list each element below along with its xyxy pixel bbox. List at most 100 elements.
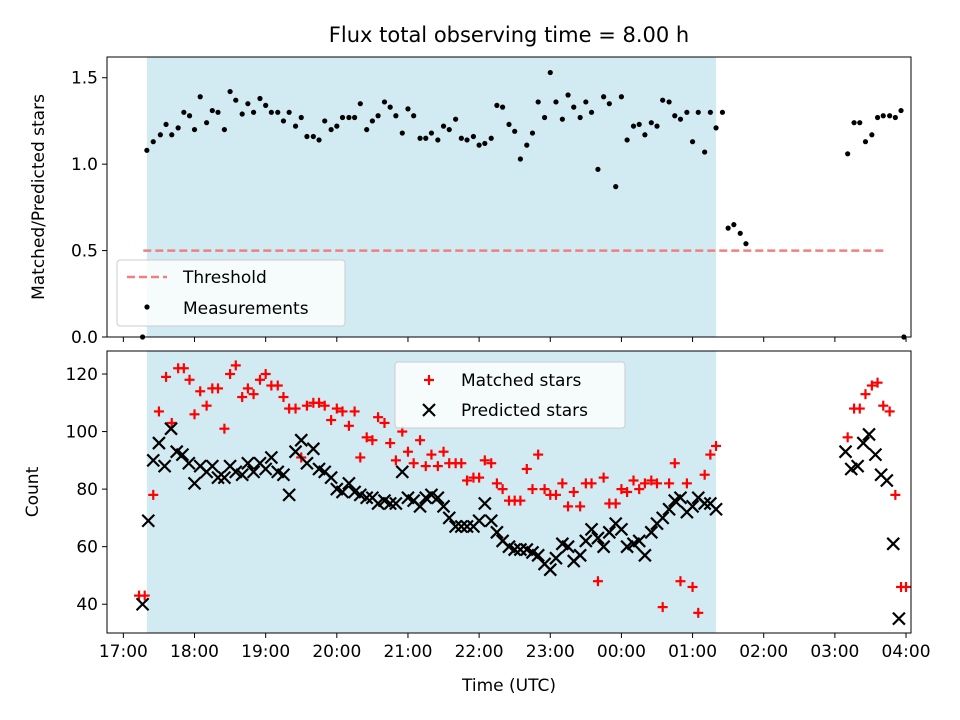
measurement-point — [565, 92, 571, 98]
measurement-point — [263, 102, 269, 108]
matched-star-marker — [201, 400, 212, 411]
matched-star-marker — [166, 417, 177, 428]
top-panel: 0.0 0.5 1.0 1.5 Matched/Predicted stars Thr… — [29, 56, 912, 348]
matched-star-marker — [408, 458, 419, 469]
measurement-point — [215, 109, 221, 115]
bottom-x-tick-label: 19:00 — [241, 642, 290, 662]
bottom-y-tick-label: 40 — [76, 595, 98, 615]
measurement-point — [648, 120, 654, 126]
matched-star-marker — [872, 377, 883, 388]
matched-star-marker — [687, 581, 698, 592]
measurement-point — [613, 184, 619, 190]
matched-star-marker — [699, 469, 710, 480]
measurement-point — [428, 130, 435, 136]
matched-star-marker — [438, 446, 449, 457]
legend-matched-label: Matched stars — [461, 371, 581, 391]
predicted-star-marker — [241, 456, 255, 471]
measurement-point — [677, 116, 684, 122]
matched-star-marker — [373, 412, 384, 423]
predicted-star-marker — [614, 522, 629, 537]
predicted-star-marker — [596, 539, 611, 554]
measurement-point — [169, 132, 175, 138]
predicted-star-marker — [135, 597, 150, 612]
measurement-point — [369, 118, 375, 124]
predicted-star-marker — [460, 519, 474, 534]
measurement-point — [725, 225, 731, 231]
predicted-star-marker — [880, 473, 894, 488]
matched-star-marker — [432, 461, 443, 472]
measurement-point — [316, 137, 322, 143]
measurement-point — [411, 113, 417, 119]
matched-star-marker — [527, 484, 538, 495]
bottom-y-tick-label: 100 — [66, 423, 98, 443]
measurement-point — [702, 149, 708, 155]
matched-star-marker — [711, 440, 722, 451]
measurement-point — [304, 133, 310, 140]
matched-star-marker — [184, 374, 195, 385]
predicted-star-marker — [856, 436, 871, 450]
measurement-point — [163, 121, 169, 128]
matched-star-marker — [598, 472, 609, 483]
measurement-point — [488, 135, 494, 141]
predicted-star-marker — [868, 447, 883, 462]
predicted-star-marker — [579, 534, 593, 548]
matched-star-marker — [314, 397, 325, 408]
predicted-star-marker — [335, 485, 350, 499]
measurement-point — [887, 113, 893, 119]
measurement-point — [618, 94, 625, 100]
bottom-y-axis: 40 60 80 100 120 — [66, 365, 107, 615]
measurement-point — [571, 104, 577, 110]
predicted-star-marker — [264, 450, 279, 465]
measurement-point — [257, 95, 263, 102]
matched-star-marker — [634, 484, 645, 495]
measurement-point — [387, 104, 393, 110]
matched-star-marker — [622, 487, 633, 497]
matched-star-marker — [539, 484, 550, 495]
measurement-point — [743, 241, 749, 247]
measurement-point — [227, 88, 233, 95]
predicted-star-marker — [258, 462, 273, 476]
measurement-point — [898, 107, 904, 114]
bottom-x-tick-label: 21:00 — [383, 642, 432, 662]
predicted-star-marker — [442, 511, 457, 525]
measurement-point — [476, 142, 482, 148]
bottom-legend-box — [394, 361, 626, 429]
predicted-star-marker — [235, 467, 249, 482]
predicted-star-marker — [454, 519, 469, 534]
predicted-star-marker — [573, 548, 587, 563]
measurement-point — [719, 109, 726, 115]
matched-star-marker — [390, 455, 401, 466]
matched-star-marker — [349, 406, 360, 417]
measurement-point — [435, 137, 441, 143]
measurement-point — [175, 125, 181, 131]
measurement-point — [399, 130, 405, 136]
predicted-star-marker — [431, 490, 445, 505]
matched-star-marker — [497, 484, 508, 495]
measurement-point — [245, 101, 251, 107]
measurement-point — [535, 99, 541, 105]
matched-star-marker — [860, 389, 871, 400]
measurement-point — [880, 113, 886, 119]
predicted-star-marker — [448, 519, 463, 534]
top-x-ticks — [122, 337, 907, 342]
measurement-point — [684, 109, 690, 115]
predicted-star-marker — [413, 499, 427, 514]
measurement-point — [364, 126, 370, 133]
predicted-star-marker — [484, 513, 498, 528]
predicted-star-marker — [276, 467, 291, 482]
measurement-point — [624, 137, 630, 143]
legend-threshold-label: Threshold — [182, 268, 267, 288]
measurement-point — [713, 125, 719, 131]
predicted-star-marker — [697, 496, 712, 511]
measurement-point — [506, 121, 512, 128]
measurement-point — [352, 114, 358, 121]
matched-star-marker — [550, 489, 561, 500]
matched-star-marker — [420, 461, 431, 472]
predicted-star-marker — [342, 476, 356, 491]
matched-star-marker — [610, 498, 621, 509]
matched-star-marker — [664, 478, 675, 489]
matched-star-marker — [884, 406, 895, 417]
measurement-point — [286, 109, 292, 115]
measurement-point — [857, 120, 863, 126]
